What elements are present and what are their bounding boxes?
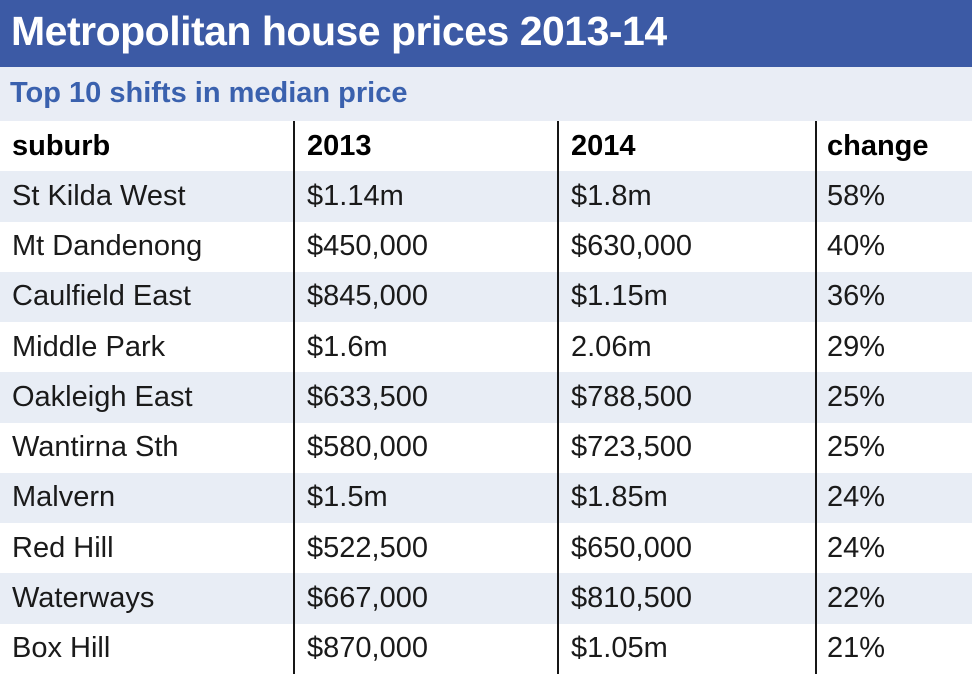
suburb-cell: Waterways [12, 582, 155, 615]
subtitle-bar: Top 10 shifts in median price [0, 67, 972, 121]
change-cell: 25% [815, 422, 972, 473]
table-row: Mt Dandenong $450,000 $630,000 40% [0, 221, 972, 272]
page-subtitle: Top 10 shifts in median price [10, 76, 408, 109]
price-2014-cell: 2.06m [557, 322, 815, 373]
price-2013-cell: $633,500 [293, 372, 557, 423]
table-row: Waterways $667,000 $810,500 22% [0, 573, 972, 624]
change-cell: 24% [815, 472, 972, 524]
price-2013-cell: $1.5m [293, 472, 557, 524]
suburb-cell: Red Hill [12, 531, 114, 564]
title-bar: Metropolitan house prices 2013-14 [0, 0, 972, 67]
suburb-cell: Caulfield East [12, 280, 191, 313]
change-cell: 24% [815, 523, 972, 574]
table-row: Wantirna Sth $580,000 $723,500 25% [0, 422, 972, 473]
change-cell: 22% [815, 573, 972, 624]
price-2014-cell: $1.85m [557, 472, 815, 524]
price-2014-cell: $1.8m [557, 171, 815, 222]
suburb-cell: Wantirna Sth [12, 431, 179, 464]
suburb-cell: Box Hill [12, 632, 111, 665]
column-header-2014: 2014 [557, 121, 815, 172]
price-2014-cell: $630,000 [557, 221, 815, 272]
suburb-cell: Mt Dandenong [12, 230, 203, 263]
price-2013-cell: $667,000 [293, 573, 557, 624]
change-cell: 25% [815, 372, 972, 423]
price-2013-cell: $1.6m [293, 322, 557, 373]
change-cell: 36% [815, 271, 972, 323]
change-cell: 29% [815, 322, 972, 373]
column-header-suburb: suburb [12, 129, 111, 162]
column-header-2013: 2013 [293, 121, 557, 172]
price-2014-cell: $1.05m [557, 623, 815, 674]
price-2013-cell: $1.14m [293, 171, 557, 222]
suburb-cell: Malvern [12, 481, 116, 514]
page-title: Metropolitan house prices 2013-14 [11, 8, 667, 54]
price-2013-cell: $870,000 [293, 623, 557, 674]
price-2014-cell: $1.15m [557, 271, 815, 323]
change-cell: 40% [815, 221, 972, 272]
price-2013-cell: $580,000 [293, 422, 557, 473]
suburb-cell: Middle Park [12, 330, 166, 363]
price-table: suburb 2013 2014 change St Kilda West $1… [0, 121, 972, 674]
table-row: Red Hill $522,500 $650,000 24% [0, 523, 972, 574]
price-2013-cell: $522,500 [293, 523, 557, 574]
table-row: St Kilda West $1.14m $1.8m 58% [0, 171, 972, 222]
table-row: Middle Park $1.6m 2.06m 29% [0, 322, 972, 373]
table-row: Box Hill $870,000 $1.05m 21% [0, 623, 972, 674]
change-cell: 21% [815, 623, 972, 674]
change-cell: 58% [815, 171, 972, 222]
price-2013-cell: $845,000 [293, 271, 557, 323]
suburb-cell: St Kilda West [12, 179, 186, 212]
price-2014-cell: $788,500 [557, 372, 815, 423]
price-2014-cell: $810,500 [557, 573, 815, 624]
price-2014-cell: $723,500 [557, 422, 815, 473]
suburb-cell: Oakleigh East [12, 380, 193, 413]
price-2014-cell: $650,000 [557, 523, 815, 574]
table-row: Oakleigh East $633,500 $788,500 25% [0, 372, 972, 423]
table-row: Caulfield East $845,000 $1.15m 36% [0, 271, 972, 323]
column-header-change: change [815, 121, 972, 172]
table-header-row: suburb 2013 2014 change [0, 121, 972, 172]
table-row: Malvern $1.5m $1.85m 24% [0, 472, 972, 524]
price-2013-cell: $450,000 [293, 221, 557, 272]
